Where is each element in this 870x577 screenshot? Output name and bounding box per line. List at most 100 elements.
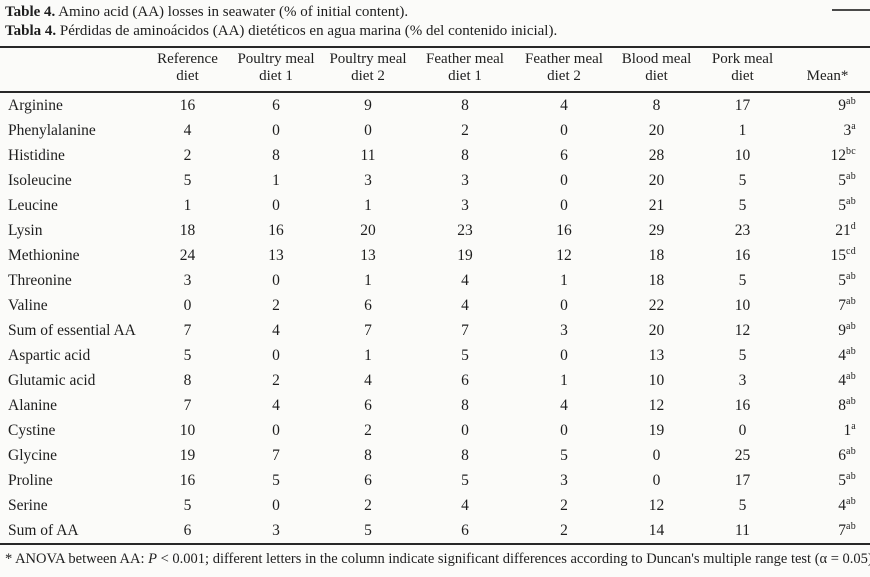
significance-letters: a <box>851 420 856 432</box>
value-cell: 6 <box>272 96 280 114</box>
column-header-1: Reference diet <box>157 51 218 84</box>
value-cell: 3 <box>560 471 568 489</box>
value-cell: 20 <box>360 221 376 239</box>
value-cell: 5 <box>738 196 747 214</box>
significance-letters: d <box>850 220 856 232</box>
value-cell: 0 <box>560 196 568 214</box>
significance-letters: cd <box>845 245 856 257</box>
value-cell: 0 <box>560 296 568 314</box>
value-cell: 16 <box>268 221 284 239</box>
value-cell: 13 <box>268 246 284 264</box>
value-cell: 5 <box>183 171 192 189</box>
value-cell: 1 <box>183 196 192 214</box>
table-row: Threonine 3 0 1 4 1 18 5 5ab <box>0 268 870 293</box>
value-cell: 6 <box>364 396 372 414</box>
value-cell: 1 <box>364 346 372 364</box>
significance-letters: ab <box>845 520 856 532</box>
value-cell: 6 <box>461 371 469 389</box>
value-cell: 6 <box>364 296 372 314</box>
table-body: Arginine 16 6 9 8 4 8 17 9ab Phenylalanine 4 0 0 2 0 20… <box>0 92 870 544</box>
value-cell: 0 <box>272 421 280 439</box>
column-header-7: Pork meal diet <box>711 51 774 84</box>
value-cell: 4 <box>560 396 568 414</box>
value-cell: 11 <box>735 521 750 539</box>
value-cell: 19 <box>648 421 665 439</box>
value-cell: 5 <box>364 521 372 539</box>
value-cell: 5 <box>738 171 747 189</box>
mean-value-cell: 12bc <box>830 145 856 164</box>
value-cell: 16 <box>556 221 572 239</box>
caption-label-es: Tabla 4. <box>5 23 57 39</box>
value-cell: 29 <box>648 221 665 239</box>
row-label: Leucine <box>8 196 58 214</box>
table-row: Lysin 18 16 20 23 16 29 23 21d <box>0 218 870 243</box>
row-label: Proline <box>8 471 53 489</box>
mean-value-cell: 5ab <box>838 270 856 289</box>
caption-text-en: Amino acid (AA) losses in seawater (% of… <box>55 4 409 20</box>
row-label: Sum of essential AA <box>8 321 136 339</box>
mean-value-cell: 9ab <box>838 320 856 339</box>
value-cell: 22 <box>648 296 665 314</box>
value-cell: 5 <box>461 346 469 364</box>
table-row: Leucine 1 0 1 3 0 21 5 5ab <box>0 193 870 218</box>
mean-value-cell: 5ab <box>838 195 856 214</box>
value-cell: 1 <box>738 121 747 139</box>
value-cell: 18 <box>648 246 665 264</box>
value-cell: 7 <box>183 396 192 414</box>
mean-value-cell: 5ab <box>838 470 856 489</box>
value-cell: 1 <box>560 371 568 389</box>
significance-letters: ab <box>845 95 856 107</box>
value-cell: 0 <box>560 171 568 189</box>
value-cell: 5 <box>738 496 747 514</box>
table-row: Histidine 2 8 11 8 6 28 10 12bc <box>0 143 870 168</box>
value-cell: 21 <box>648 196 665 214</box>
table-row: Sum of essential AA 7 4 7 7 3 20 12 9ab <box>0 318 870 343</box>
value-cell: 23 <box>734 221 751 239</box>
value-cell: 0 <box>272 121 280 139</box>
table-row: Sum of AA 6 3 5 6 2 14 11 7ab <box>0 518 870 544</box>
footnote-p-value-symbol: P <box>148 551 157 567</box>
value-cell: 18 <box>179 221 196 239</box>
value-cell: 2 <box>183 146 192 164</box>
column-header-5: Feather meal diet 2 <box>525 51 603 84</box>
significance-letters: ab <box>845 345 856 357</box>
table-caption-spanish: Tabla 4. Pérdidas de aminoácidos (AA) di… <box>0 22 870 41</box>
value-cell: 7 <box>272 446 280 464</box>
footnote-text-start: * ANOVA between AA: <box>5 551 149 567</box>
row-label: Glutamic acid <box>8 371 96 389</box>
value-cell: 6 <box>183 521 192 539</box>
value-cell: 18 <box>648 271 665 289</box>
significance-letters: ab <box>845 320 856 332</box>
row-label: Phenylalanine <box>8 121 96 139</box>
value-cell: 25 <box>734 446 751 464</box>
significance-letters: ab <box>845 470 856 482</box>
value-cell: 10 <box>179 421 196 439</box>
value-cell: 0 <box>738 421 747 439</box>
value-cell: 16 <box>179 96 196 114</box>
mean-value-cell: 7ab <box>838 520 856 539</box>
value-cell: 16 <box>734 246 751 264</box>
value-cell: 17 <box>734 471 751 489</box>
row-label: Methionine <box>8 246 80 264</box>
value-cell: 19 <box>179 446 196 464</box>
table-row: Phenylalanine 4 0 0 2 0 20 1 3a <box>0 118 870 143</box>
value-cell: 3 <box>272 521 280 539</box>
value-cell: 0 <box>272 496 280 514</box>
significance-letters: ab <box>845 170 856 182</box>
column-header-0 <box>0 47 144 92</box>
value-cell: 5 <box>272 471 280 489</box>
value-cell: 0 <box>560 421 568 439</box>
significance-letters: ab <box>845 295 856 307</box>
value-cell: 4 <box>183 121 192 139</box>
value-cell: 2 <box>272 371 280 389</box>
value-cell: 1 <box>364 271 372 289</box>
row-label: Alanine <box>8 396 58 414</box>
row-label: Threonine <box>8 271 72 289</box>
value-cell: 28 <box>648 146 665 164</box>
value-cell: 8 <box>652 96 661 114</box>
value-cell: 8 <box>272 146 280 164</box>
value-cell: 2 <box>364 421 372 439</box>
row-label: Isoleucine <box>8 171 72 189</box>
value-cell: 5 <box>560 446 568 464</box>
